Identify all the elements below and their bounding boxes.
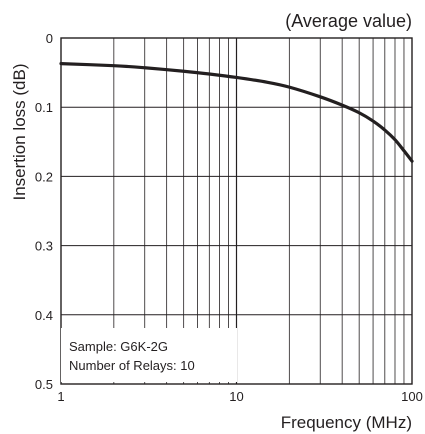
x-tick-label: 100: [401, 389, 423, 404]
y-tick-label: 0.1: [35, 100, 53, 115]
y-tick-label: 0.4: [35, 308, 53, 323]
annotation-average-value: (Average value): [285, 11, 412, 31]
legend-line-sample: Sample: G6K-2G: [69, 339, 168, 354]
plot-frame: [60, 37, 413, 385]
y-tick-label: 0: [46, 31, 53, 46]
y-tick-label: 0.3: [35, 239, 53, 254]
y-tick-label: 0.2: [35, 169, 53, 184]
x-axis-title: Frequency (MHz): [281, 413, 412, 432]
legend-line-relays: Number of Relays: 10: [69, 358, 195, 373]
insertion-loss-curve: [59, 62, 414, 163]
y-tick-labels: 0 0.1 0.2 0.3 0.4 0.5: [35, 31, 53, 392]
y-axis-title: Insertion loss (dB): [10, 64, 29, 201]
legend-box: [61, 328, 237, 382]
x-tick-label: 1: [57, 389, 64, 404]
x-tick-labels: 1 10 100: [57, 389, 422, 404]
y-tick-label: 0.5: [35, 377, 53, 392]
x-tick-label: 10: [229, 389, 243, 404]
